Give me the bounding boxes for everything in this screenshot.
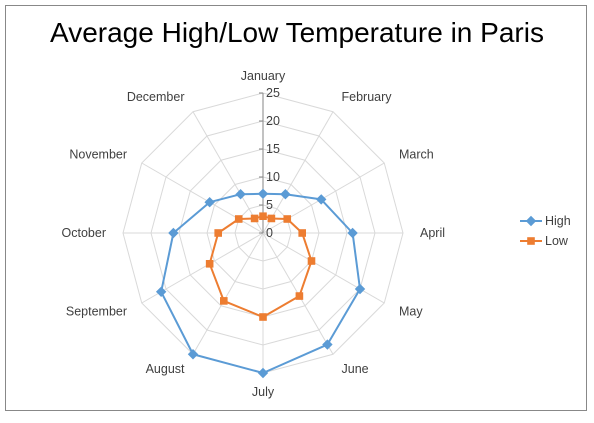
spoke-1 xyxy=(262,111,334,234)
point-high-june xyxy=(322,339,333,350)
legend: High Low xyxy=(520,214,571,248)
chart-frame xyxy=(5,5,587,411)
point-high-march xyxy=(315,194,327,205)
tick-label-0: 0 xyxy=(266,226,273,240)
category-label-march: March xyxy=(399,148,434,162)
category-label-april: April xyxy=(420,226,445,240)
point-low-february xyxy=(267,214,276,223)
axis-layer: 0 5 10 15 20 25 January February March April May Ju… xyxy=(62,69,445,399)
series-low xyxy=(205,212,316,321)
legend-marker-low xyxy=(527,237,535,245)
point-low-april xyxy=(298,229,306,237)
point-low-september xyxy=(205,260,214,268)
category-label-december: December xyxy=(127,90,185,104)
series-high xyxy=(155,188,366,379)
point-high-may xyxy=(354,283,366,295)
spoke-4 xyxy=(262,232,385,304)
point-low-january xyxy=(259,212,267,220)
point-low-november xyxy=(234,215,243,223)
legend-item-high: High xyxy=(520,214,571,228)
category-label-october: October xyxy=(62,226,106,240)
point-high-april xyxy=(347,227,358,239)
legend-label-high: High xyxy=(545,214,571,228)
point-high-july xyxy=(257,367,269,379)
point-high-december xyxy=(235,188,246,200)
spoke-10 xyxy=(141,162,264,234)
category-label-august: August xyxy=(146,362,185,376)
category-label-november: November xyxy=(69,148,127,162)
category-label-september: September xyxy=(66,305,127,319)
spoke-7 xyxy=(192,232,264,355)
point-high-october xyxy=(168,227,179,239)
point-high-august xyxy=(187,349,199,360)
series-layer xyxy=(155,188,366,379)
point-low-october xyxy=(214,229,222,237)
tick-label-5: 25 xyxy=(266,86,280,100)
point-high-september xyxy=(155,286,167,298)
point-high-november xyxy=(204,196,215,208)
legend-marker-high xyxy=(525,215,537,227)
point-low-march xyxy=(283,215,292,223)
category-label-february: February xyxy=(342,90,393,104)
category-label-july: July xyxy=(252,385,275,399)
point-low-december xyxy=(250,214,259,223)
legend-label-low: Low xyxy=(545,234,569,248)
point-high-february xyxy=(280,188,291,200)
point-low-may xyxy=(307,257,316,265)
tick-label-3: 15 xyxy=(266,142,280,156)
point-low-july xyxy=(259,313,267,321)
point-low-august xyxy=(220,297,228,305)
point-high-january xyxy=(257,188,269,200)
spoke-11 xyxy=(192,111,264,234)
tick-label-1: 5 xyxy=(266,198,273,212)
tick-label-4: 20 xyxy=(266,114,280,128)
point-low-june xyxy=(295,292,304,300)
legend-item-low: Low xyxy=(520,234,569,248)
chart-title: Average High/Low Temperature in Paris xyxy=(50,17,544,48)
category-label-june: June xyxy=(342,362,369,376)
category-label-may: May xyxy=(399,305,423,319)
category-label-january: January xyxy=(241,69,286,83)
tick-label-2: 10 xyxy=(266,170,280,184)
